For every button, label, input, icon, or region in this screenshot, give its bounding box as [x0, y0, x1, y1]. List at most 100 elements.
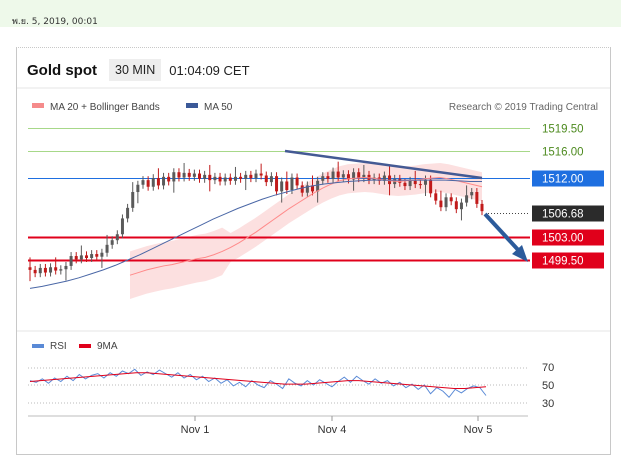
candle-body-57	[321, 176, 325, 181]
interval-badge[interactable]: 30 MIN	[109, 59, 162, 81]
legend-ma50-label: MA 50	[204, 102, 233, 113]
candle-body-81	[444, 197, 448, 208]
level-label-1: 1516.00	[542, 147, 584, 159]
candle-body-23	[146, 180, 150, 187]
candle-body-43	[249, 174, 253, 179]
candle-body-28	[172, 172, 176, 182]
candle-body-18	[120, 218, 124, 235]
candle-body-32	[192, 173, 196, 177]
rsi-ma-legend-label: 9MA	[97, 341, 118, 352]
candle-body-29	[177, 172, 181, 178]
candle-body-36	[213, 176, 217, 181]
candle-body-61	[341, 174, 345, 178]
rsi-legend-label: RSI	[50, 341, 67, 352]
candle-body-77	[424, 179, 427, 185]
instrument-title: Gold spot	[27, 61, 97, 79]
candle-body-8	[69, 256, 73, 266]
credit-text: Research © 2019 Trading Central	[449, 102, 598, 113]
candle-body-6	[59, 269, 63, 271]
level-tag-5	[532, 252, 604, 269]
candle-body-14	[100, 252, 104, 257]
candle-body-51	[290, 177, 294, 191]
candle-body-10	[79, 255, 83, 260]
candle-body-76	[418, 184, 422, 186]
candle-body-85	[465, 195, 469, 203]
candle-body-75	[413, 180, 417, 185]
candle-body-83	[454, 201, 458, 210]
candle-body-64	[357, 172, 361, 179]
candle-body-54	[305, 185, 309, 193]
candle-body-46	[264, 175, 268, 183]
candle-body-48	[275, 176, 279, 192]
candle-body-7	[64, 265, 68, 270]
x-label-nov5: Nov 5	[464, 424, 493, 436]
candle-body-86	[470, 192, 474, 196]
candle-body-4	[49, 267, 53, 273]
rsi-tick-70: 70	[542, 362, 554, 374]
candle-body-13	[95, 254, 99, 257]
legend-ma50-swatch	[186, 103, 198, 108]
chart-card	[16, 47, 611, 455]
candle-body-74	[408, 180, 412, 187]
candle-body-35	[208, 174, 212, 181]
candle-body-5	[54, 267, 58, 271]
rsi-legend-swatch	[32, 344, 44, 348]
candle-body-58	[326, 176, 330, 179]
candle-body-69	[382, 175, 386, 181]
candle-body-20	[131, 192, 135, 208]
timestamp: พ.ย. 5, 2019, 00:01	[12, 17, 98, 27]
candle-body-79	[434, 193, 438, 201]
candle-body-0	[28, 267, 32, 270]
candle-body-22	[141, 180, 145, 185]
descending-trendline	[284, 149, 483, 180]
bollinger-band-area	[130, 162, 482, 299]
level-label-3: 1506.68	[542, 209, 584, 221]
candle-body-41	[239, 176, 243, 179]
level-tag-2	[532, 170, 604, 187]
chart-time: 01:04:09 CET	[169, 62, 250, 78]
x-label-nov4: Nov 4	[318, 424, 347, 436]
candle-body-15	[105, 244, 109, 253]
ma20-line	[129, 176, 483, 276]
candle-body-53	[300, 185, 304, 193]
rsi-tick-50: 50	[542, 380, 554, 392]
candle-body-80	[439, 200, 443, 208]
candle-body-40	[233, 176, 237, 181]
candle-body-11	[85, 255, 88, 259]
candle-body-52	[295, 177, 299, 186]
candle-body-38	[223, 177, 227, 182]
candle-body-3	[43, 267, 47, 273]
candle-body-50	[285, 181, 289, 191]
candle-body-9	[74, 256, 78, 260]
level-tag-3	[532, 205, 604, 222]
candle-body-17	[115, 234, 119, 241]
level-labels: 1519.50 1516.00 1512.00 1506.68 1503.00 1499.…	[532, 124, 604, 269]
projection-arrow-head	[512, 245, 528, 262]
chart-header: Gold spot 30 MIN 01:04:09 CET	[27, 59, 250, 81]
legend-bb-swatch	[32, 103, 44, 108]
candle-body-19	[126, 207, 130, 219]
candle-body-33	[198, 173, 201, 179]
ma50-line	[29, 179, 482, 289]
candle-body-31	[187, 172, 191, 177]
candle-body-25	[156, 178, 160, 186]
level-label-4: 1503.00	[542, 233, 584, 245]
level-label-2: 1512.00	[542, 174, 584, 186]
candle-body-47	[269, 176, 273, 183]
candle-body-56	[316, 180, 320, 192]
candle-body-39	[228, 177, 232, 181]
candle-body-44	[254, 173, 258, 179]
candle-body-84	[459, 202, 463, 210]
rsi-line	[29, 368, 487, 399]
candle-body-26	[162, 176, 166, 186]
bollinger-band	[130, 162, 482, 299]
candle-body-2	[38, 267, 42, 274]
candle-body-16	[110, 240, 114, 245]
candle-body-12	[90, 254, 94, 259]
candle-body-62	[346, 174, 350, 180]
level-label-0: 1519.50	[542, 124, 584, 136]
candle-body-24	[151, 178, 155, 187]
legend-bb-label: MA 20 + Bollinger Bands	[50, 102, 160, 113]
candle-body-21	[136, 184, 140, 193]
